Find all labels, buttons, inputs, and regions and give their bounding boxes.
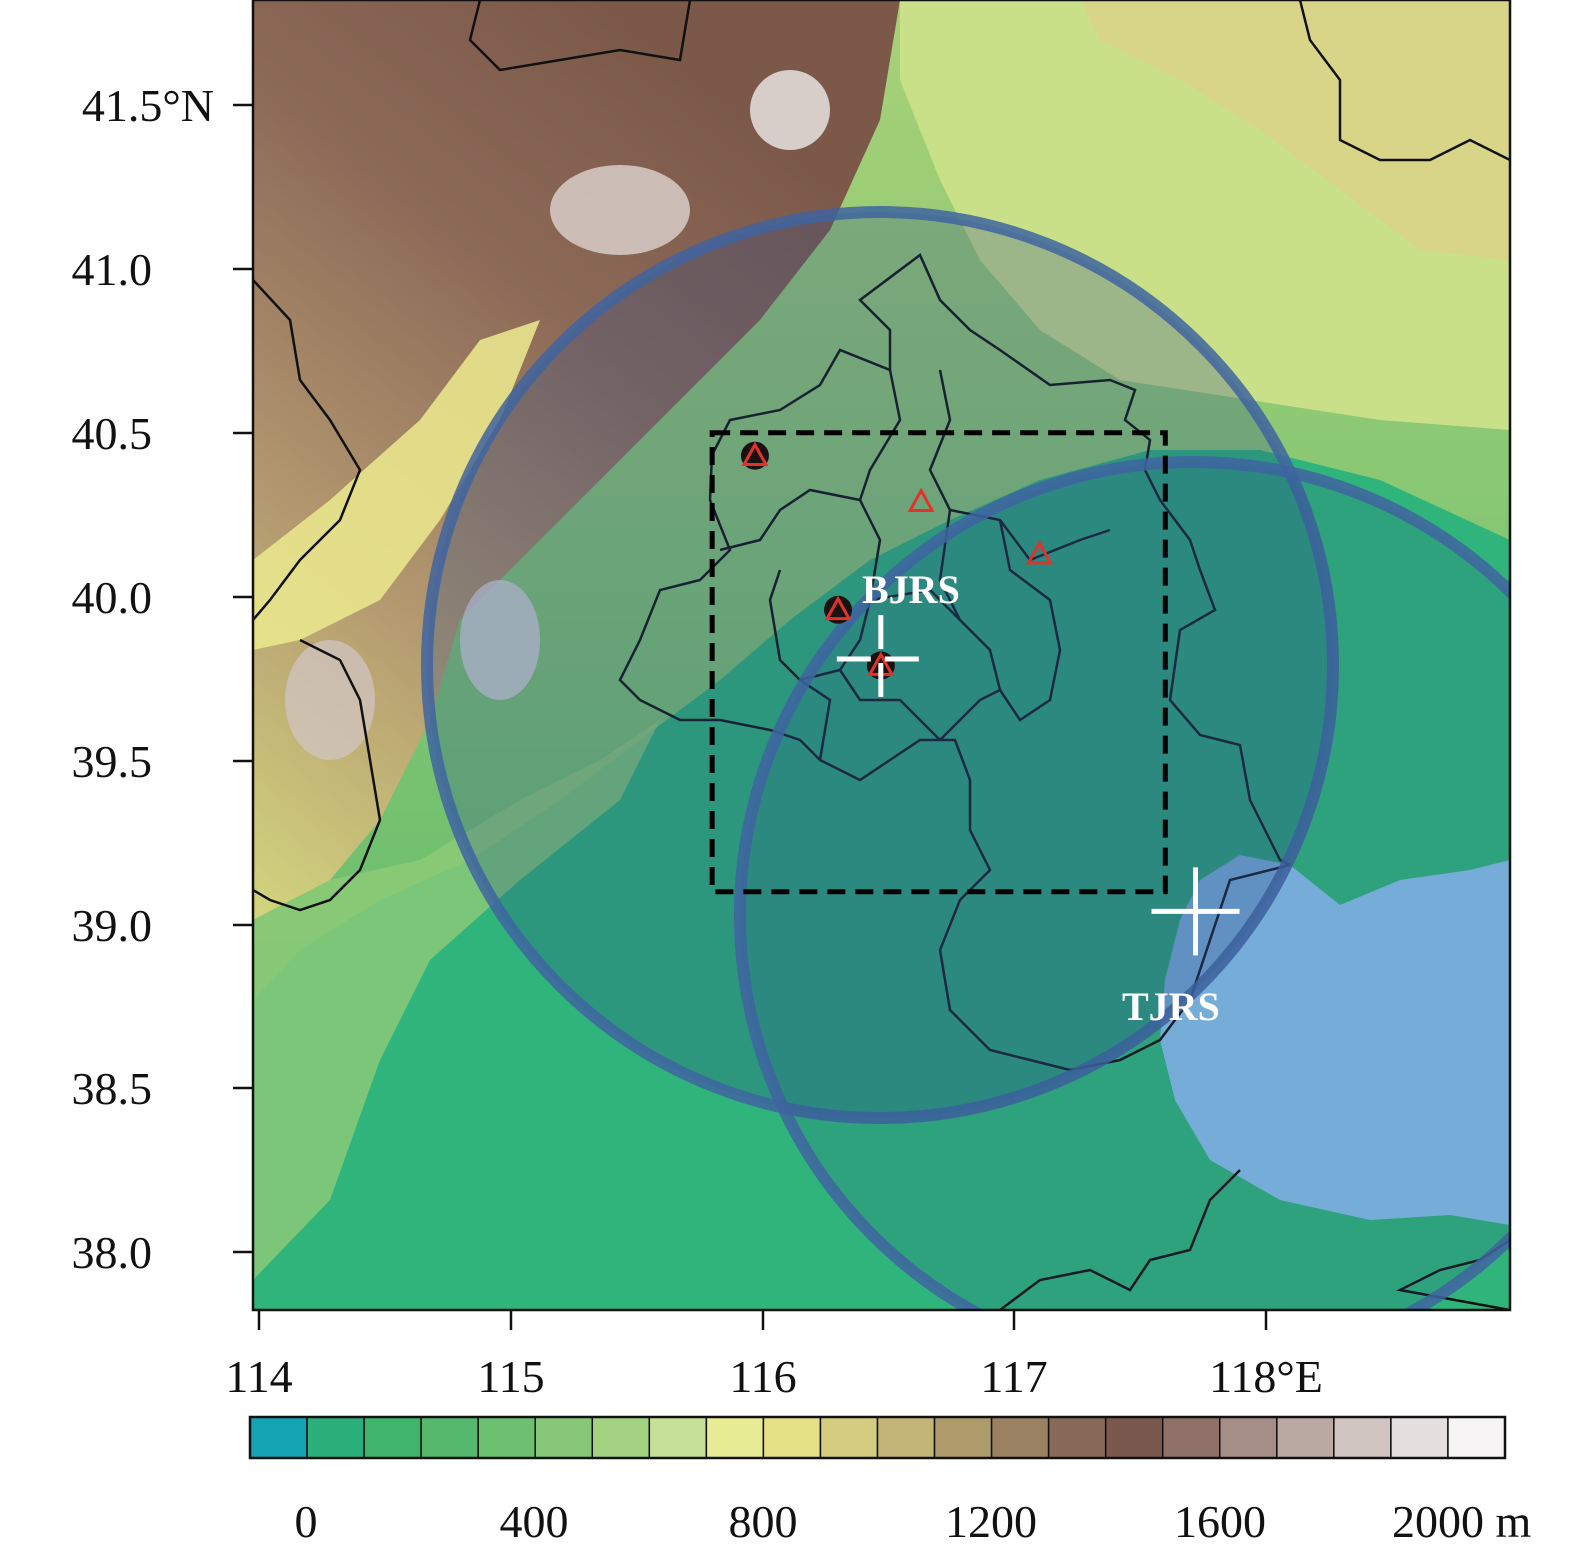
site-triangle: [907, 487, 935, 512]
lat-tick-label: 41.5°N: [82, 80, 214, 131]
colorbar-cell: [1047, 1416, 1107, 1459]
basin-plateau: [253, 320, 540, 650]
bjrs-radar-marker: [836, 614, 925, 703]
colorbar-cell: [363, 1416, 422, 1459]
northeast-highlands: [1080, 0, 1510, 260]
lat-tick-label: 40.5: [72, 408, 153, 459]
colorbar-label: 2000 m: [1392, 1496, 1532, 1547]
colorbar-label: 0: [295, 1496, 318, 1547]
colorbar-cell: [420, 1416, 479, 1459]
colorbar-cell: [876, 1416, 936, 1459]
longitude-axis: 114 115 116 117 118°E: [225, 1310, 1323, 1402]
lat-tick-label: 38.0: [72, 1227, 153, 1278]
lon-tick-label: 118°E: [1209, 1351, 1323, 1402]
colorbar-cell: [648, 1416, 708, 1459]
lat-tick-label: 41.0: [72, 244, 153, 295]
administrative-boundaries: [253, 0, 1510, 1310]
colorbar-cell: [1447, 1416, 1506, 1459]
observation-site: [907, 487, 935, 512]
colorbar-cell: [1104, 1416, 1164, 1459]
site-dot: [740, 441, 769, 470]
map-plot-area: BJRS TJRS: [253, 0, 1510, 1310]
lat-tick-label: 39.5: [72, 736, 153, 787]
elevation-colorbar: 0 400 800 1200 1600 2000 m: [248, 1415, 1532, 1547]
lon-tick-label: 115: [477, 1351, 544, 1402]
colorbar-cell: [933, 1416, 993, 1459]
colorbar-cell: [1219, 1416, 1278, 1459]
high-peak: [550, 165, 690, 255]
colorbar-cell: [1276, 1416, 1335, 1459]
lon-tick-label: 116: [729, 1351, 796, 1402]
lat-tick-label: 39.0: [72, 900, 153, 951]
observation-site: [824, 595, 853, 624]
colorbar-cell: [249, 1416, 308, 1459]
colorbar-cell: [591, 1416, 651, 1459]
site-triangle: [824, 595, 852, 621]
study-area-box: [709, 430, 1168, 895]
colorbar-cell: [1390, 1416, 1449, 1459]
latitude-ticks: [233, 103, 253, 1254]
tjrs-label: TJRS: [1122, 984, 1220, 1029]
latitude-axis: 41.5°N 41.0 40.5 40.0 39.5 39.0 38.5 38.…: [72, 80, 253, 1278]
high-peak: [750, 70, 830, 150]
bohai-sea: [1160, 855, 1510, 1225]
lon-tick-label: 114: [225, 1351, 292, 1402]
lon-tick-label: 117: [980, 1351, 1047, 1402]
tjrs-coverage-ring: [734, 456, 1510, 1310]
colorbar-label: 1600: [1174, 1496, 1266, 1547]
colorbar-frame: [248, 1415, 1507, 1460]
bjrs-label: BJRS: [862, 567, 960, 612]
site-dot: [824, 595, 853, 624]
colorbar-cell: [534, 1416, 594, 1459]
colorbar-cell: [762, 1416, 822, 1459]
longitude-ticks: [257, 1310, 1268, 1330]
radar-markers: BJRS TJRS: [836, 567, 1240, 1029]
colorbar-cell: [990, 1416, 1050, 1459]
map-frame: [251, 0, 1512, 1312]
colorbar-label: 800: [729, 1496, 798, 1547]
observation-site: [740, 441, 769, 470]
colorbar-label: 1200: [945, 1496, 1037, 1547]
site-triangle: [1025, 539, 1053, 565]
site-triangle: [741, 441, 769, 467]
high-peak: [460, 580, 540, 700]
colorbar-cell: [306, 1416, 365, 1459]
colorbar-cells: [249, 1416, 1506, 1459]
colorbar-cell: [1333, 1416, 1392, 1459]
lat-tick-label: 38.5: [72, 1063, 153, 1114]
colorbar-cell: [705, 1416, 765, 1459]
lat-tick-label: 40.0: [72, 572, 153, 623]
colorbar-cell: [819, 1416, 879, 1459]
observation-site: [1025, 539, 1053, 565]
colorbar-cell: [477, 1416, 536, 1459]
southwest-foothills: [253, 720, 660, 1280]
high-peak: [285, 640, 375, 760]
tjrs-radar-marker: [1151, 867, 1240, 956]
colorbar-cell: [1161, 1416, 1221, 1459]
colorbar-label: 400: [500, 1496, 569, 1547]
